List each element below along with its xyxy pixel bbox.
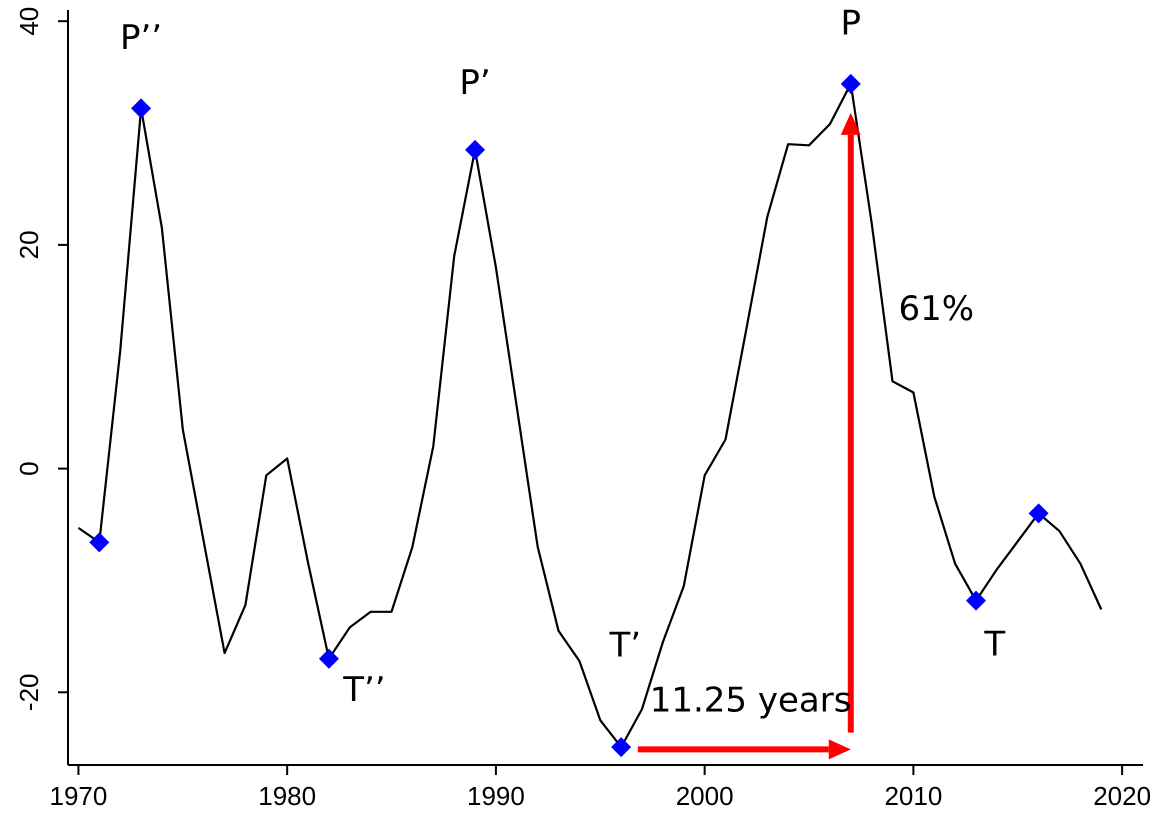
- turning-point-marker: [131, 98, 152, 119]
- x-tick-label: 1970: [50, 781, 108, 811]
- x-tick-label: 1990: [467, 781, 525, 811]
- turning-point-marker: [318, 648, 339, 669]
- arrow-head: [828, 739, 851, 760]
- annotation-label: 11.25 years: [650, 680, 852, 720]
- series-layer: [77, 82, 1103, 749]
- annotation-label: P: [841, 4, 862, 44]
- y-tick-label: 20: [14, 230, 44, 259]
- turning-point-marker: [840, 73, 861, 94]
- turning-point-marker: [611, 737, 632, 758]
- x-tick-label: 2020: [1093, 781, 1151, 811]
- annotation-label: P’: [459, 63, 490, 103]
- y-tick-label: -20: [14, 674, 44, 712]
- y-tick-label: 0: [14, 461, 44, 475]
- series-line: [77, 82, 1103, 749]
- x-tick-label: 2010: [884, 781, 942, 811]
- annotation-label: 61%: [899, 289, 975, 329]
- x-tick-label: 2000: [676, 781, 734, 811]
- turning-point-marker: [89, 532, 110, 553]
- annotation-label: T: [983, 624, 1005, 664]
- x-tick-label: 1980: [258, 781, 316, 811]
- annotation-label: T’’: [342, 670, 385, 710]
- annotation-label: P’’: [120, 18, 162, 58]
- axes: 1970 1980 1990 2000 2010 2020 -20 0 20 40: [14, 7, 1151, 811]
- annotation-layer: P’’ P’ P T’’ T’ T 11.25 years 61%: [120, 4, 1005, 721]
- annotation-label: T’: [609, 626, 642, 666]
- turning-point-marker: [1028, 503, 1049, 524]
- arrow-head: [840, 112, 861, 135]
- turning-point-marker: [465, 139, 486, 160]
- y-tick-label: 40: [14, 7, 44, 36]
- arrow-layer: [637, 112, 861, 760]
- turning-point-marker: [966, 590, 987, 611]
- marker-layer: [89, 73, 1049, 758]
